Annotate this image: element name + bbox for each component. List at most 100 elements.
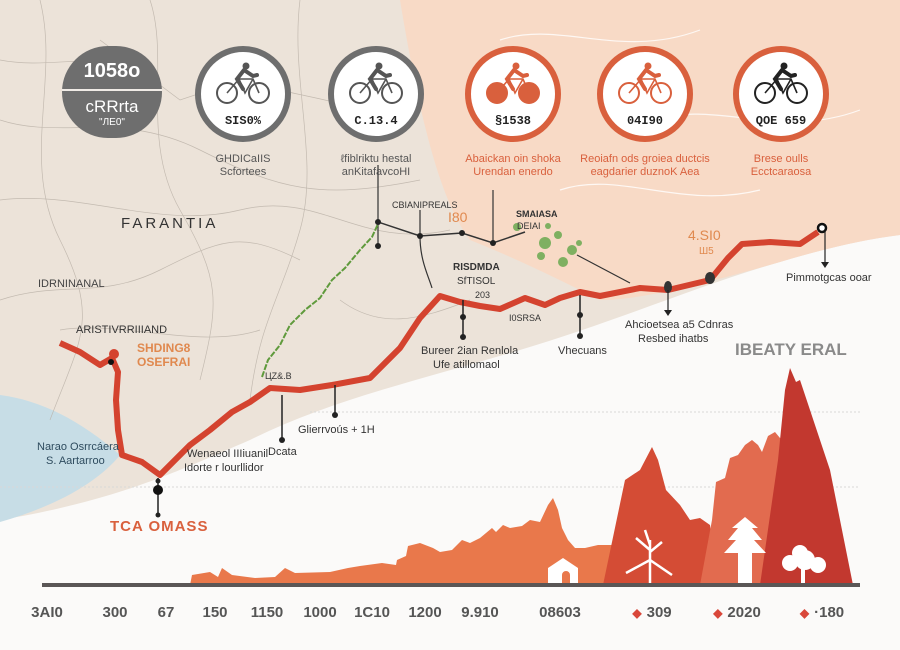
red-route [58,229,820,478]
elevation-tick-label: 150 [202,604,227,621]
bike-badge: QOE 659 [733,46,829,142]
bare-tree-icon [625,529,673,585]
bike-badge-caption-2: Scfortees [219,166,267,178]
bike-badge-caption-1: ℓfiblriktu hestal [340,153,412,165]
sea-area [0,395,120,522]
bike-badge: 04I90 [597,46,693,142]
elevation-tick-label: 1150 [251,604,284,621]
poi-label-2: Vhecuans [558,345,607,357]
bike-badge-caption-1: Abaickan oin shoka [465,153,561,165]
elevation-layer-peak [760,368,853,585]
region-label: FARANTIA [121,215,219,232]
junction-marker [375,219,381,225]
poi-label-3b: Resbed ihatbs [638,333,709,345]
elevation-tick-label: 300 [102,604,127,621]
bike-badge-caption-2: Urendan enerdo [473,166,553,178]
town-label-3: 203 [475,290,491,300]
tick-text: 67 [157,604,175,621]
tick-text: 1000 [303,604,337,621]
elevation-tick-label: 1000 [303,604,336,621]
tick-text: 1C10 [354,604,390,621]
elevation-tick-label: 08603 [539,604,581,621]
summary-title: cRRrta [85,97,139,116]
bike-badge: C.13.4 [328,46,424,142]
area-orange-label-2: OSEFRAI [137,355,191,369]
bike-badge-caption-2: Ecctcaraosa [750,166,812,178]
town-label-1: RISDMDA [453,262,500,273]
elevation-tick-label: ◆ 309 [632,604,671,621]
area-label: ARISTIVRRIIIAND [76,324,168,336]
diamond-marker-icon: ◆ [799,606,810,620]
peak-label: IBEATY ERAL [735,340,847,359]
elevation-tick-label: ◆ ·180 [800,604,844,621]
bike-badge-caption-1: Brese oulls [753,153,809,165]
region-label-2: IDRNINANAL [38,278,105,290]
town-label-2: SfTISOL [457,276,496,287]
poi-label-5: Dcata [268,446,297,458]
tick-text: 309 [646,604,672,621]
poi-label-1a: Bureer 2ian Renlola [421,345,519,357]
orange-number-label: I80 [448,209,468,225]
bike-badge-value: SIS0% [224,113,261,128]
tick-text: 2020 [727,604,761,621]
bike-badge: §1538 [465,46,561,142]
bike-badge-value: C.13.4 [354,113,398,128]
tick-text: 1200 [408,604,442,621]
elevation-tick-label: 1C10 [354,604,390,621]
tick-text: ·180 [814,604,845,621]
junction-label: CBIANIPREALS [392,200,458,210]
poi-label-1b: Ufe atillomaol [433,359,500,371]
sea-label-1: Narao Osrrcáera [37,441,119,453]
summary-subtitle: "ЛЕ0" [99,117,125,128]
city-bike-icon [615,61,675,110]
orange-distance-label-2: Ш5 [699,246,714,257]
road-label: I0SRSA [509,313,542,323]
road-bike-icon [213,61,273,110]
trail-marker-label: ЦZ&.B [265,371,292,381]
end-point-label: Pimmotgcas ooar [786,272,872,284]
tick-text: 08603 [539,604,581,621]
sea-label-2: S. Aartarroo [46,455,105,467]
park-label-2: DEIAI [517,221,541,231]
bike-badge-value: §1538 [494,113,531,128]
start-label: TCA OMASS [110,518,209,535]
area-orange-label-1: SHDING8 [137,341,191,355]
elevation-tick-label: 67 [158,604,175,621]
orange-distance-label-1: 4.SI0 [688,227,721,243]
poi-label-6a: Wenaeol IIIiuanil [187,448,269,460]
bike-badge-value: QOE 659 [755,113,807,128]
green-trail [261,223,379,378]
poi-label-3a: Ahcioetsea a5 Cdnras [625,319,734,331]
poi-label-6b: Idorte r lourllidor [184,462,264,474]
elevation-layer-low [190,498,700,585]
elevation-axis [42,583,860,587]
bike-badge-caption-2: anKitafavcoHI [341,166,411,178]
tick-text: 1150 [250,604,284,621]
bike-badge-caption-2: eagdarier duznoK Aea [590,166,700,178]
route-end-marker [816,222,828,234]
bike-badge-caption-1: Reoiafn ods groiea ductcis [580,153,710,165]
diamond-marker-icon: ◆ [632,606,642,620]
road-bike-icon [346,61,406,110]
elevation-tick-label: ◆ 2020 [713,604,761,621]
tick-text: 300 [102,604,128,621]
pine-tree-icon [724,517,766,585]
bike-badge-value: 04I90 [626,113,663,128]
oak-tree-icon [782,545,826,585]
park-label-1: SMAIASA [516,209,558,219]
racing-bike-icon [751,61,811,110]
summary-badge: 1058o cRRrta "ЛЕ0" [62,46,162,138]
tick-text: 9.910 [461,604,499,621]
hut-icon [548,558,578,585]
diamond-marker-icon: ◆ [713,606,723,620]
elevation-layer-mid [603,447,720,585]
park-dots [513,223,582,267]
summary-value: 1058o [83,60,141,82]
tick-text: 150 [202,604,228,621]
bike-badge: SIS0% [195,46,291,142]
elevation-tick-label: 9.910 [461,604,499,621]
tick-text: 3AI0 [31,604,63,621]
